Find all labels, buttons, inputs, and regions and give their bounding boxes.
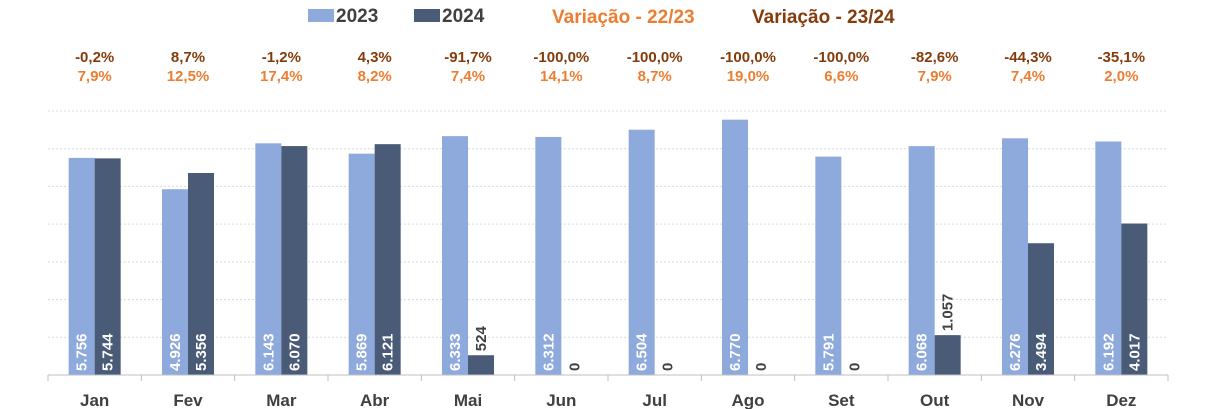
bar-2023-dez: [1095, 141, 1122, 375]
variation-22-23-label: 12,5%: [167, 68, 210, 85]
value-label-2024: 0: [753, 363, 770, 371]
legend-label-2023: 2023: [336, 6, 378, 27]
value-label-2024: 0: [660, 363, 677, 371]
variation-22-23-label: 8,7%: [638, 68, 672, 85]
value-label-2023: 5.791: [820, 333, 837, 371]
bar-2024-mai: [468, 355, 494, 375]
legend-label-2024: 2024: [442, 6, 485, 27]
variation-22-23-label: 7,4%: [1011, 68, 1045, 85]
value-label-2024: 6.070: [286, 333, 303, 371]
bar-2024-out: [934, 335, 961, 375]
legend-label-var-22-23: Variação - 22/23: [552, 7, 695, 28]
x-tick-label: Out: [920, 391, 950, 409]
x-tick-label: Ago: [731, 391, 764, 409]
x-tick-label: Nov: [1012, 391, 1045, 409]
value-label-2024: 3.494: [1033, 333, 1050, 371]
variation-23-24-label: -100,0%: [813, 49, 869, 66]
legend-label-var-23-24: Variação - 23/24: [752, 7, 895, 28]
variation-22-23-label: 7,4%: [451, 68, 485, 85]
variation-23-24-label: 4,3%: [358, 49, 392, 66]
x-tick-label: Set: [828, 391, 855, 409]
variation-23-24-label: -44,3%: [1004, 49, 1052, 66]
x-tick-label: Dez: [1106, 391, 1136, 409]
value-label-2024: 5.744: [100, 333, 117, 371]
legend-swatch-2024: [414, 9, 440, 22]
bar-2023-abr: [348, 153, 375, 375]
legend-swatch-2023: [308, 9, 334, 22]
value-label-2023: 6.068: [914, 333, 931, 371]
value-label-2023: 6.143: [260, 333, 277, 371]
bar-2023-mar: [255, 143, 282, 375]
bar-2023-nov: [1002, 138, 1028, 375]
variation-23-24-label: -1,2%: [262, 49, 301, 66]
legend: 2023 2024 Variação - 22/23 Variação - 23…: [308, 6, 895, 28]
variation-23-24-label: -35,1%: [1098, 49, 1146, 66]
variation-23-24-label: -0,2%: [75, 49, 114, 66]
x-tick-label: Mai: [454, 391, 482, 409]
x-tick-label: Jan: [80, 391, 109, 409]
variation-labels: -0,2% 7,9% 8,7% 12,5% -1,2% 17,4% 4,3% 8,2% -91,…: [75, 49, 1145, 85]
x-tick-label: Mar: [266, 391, 297, 409]
bar-2023-set: [815, 156, 842, 375]
value-label-2023: 6.312: [540, 333, 557, 371]
x-tick-label: Fev: [173, 391, 203, 409]
bar-2023-fev: [162, 189, 188, 375]
value-label-2024: 6.121: [380, 333, 397, 371]
value-label-2024: 1.057: [940, 294, 957, 332]
value-label-2023: 6.504: [634, 333, 651, 371]
bar-2024-jan: [94, 158, 121, 375]
variation-23-24-label: -100,0%: [627, 49, 683, 66]
variation-23-24-label: 8,7%: [171, 49, 205, 66]
variation-22-23-label: 8,2%: [358, 68, 392, 85]
variation-22-23-label: 7,9%: [78, 68, 112, 85]
bar-2024-fev: [188, 173, 214, 375]
variation-23-24-label: -82,6%: [911, 49, 959, 66]
x-tick-label: Abr: [360, 391, 390, 409]
value-label-2024: 5.356: [193, 333, 210, 371]
variation-23-24-label: -91,7%: [444, 49, 492, 66]
value-label-2024: 4.017: [1126, 333, 1143, 371]
variation-23-24-label: -100,0%: [720, 49, 776, 66]
bar-2023-mai: [442, 136, 468, 375]
variation-22-23-label: 7,9%: [918, 68, 952, 85]
variation-22-23-label: 19,0%: [727, 68, 770, 85]
value-label-2024: 0: [846, 363, 863, 371]
gridlines: [48, 110, 1168, 338]
value-label-2023: 5.869: [354, 333, 371, 371]
value-label-2023: 4.926: [167, 333, 184, 371]
x-tick-label: Jun: [546, 391, 576, 409]
variation-23-24-label: -100,0%: [533, 49, 589, 66]
bar-2024-mar: [281, 146, 308, 375]
value-label-2023: 5.756: [74, 333, 91, 371]
bar-2023-jul: [628, 129, 655, 375]
bar-2023-jun: [535, 136, 562, 375]
value-label-2024: 524: [473, 326, 490, 352]
value-label-2023: 6.192: [1100, 333, 1117, 371]
value-label-2024: 0: [566, 363, 583, 371]
value-label-2023: 6.333: [447, 333, 464, 371]
bar-2023-out: [908, 146, 935, 375]
x-tick-label: Jul: [642, 391, 667, 409]
bar-2024-dez: [1121, 223, 1148, 375]
x-axis: Jan Fev Mar Abr Mai Jun Jul Ago Set Out Nov Dez: [47, 374, 1169, 409]
variation-22-23-label: 6,6%: [824, 68, 858, 85]
value-label-2023: 6.770: [727, 333, 744, 371]
bar-2024-abr: [374, 144, 401, 375]
variation-22-23-label: 14,1%: [540, 68, 583, 85]
bar-2024-nov: [1028, 243, 1054, 375]
value-label-2023: 6.276: [1007, 333, 1024, 371]
variation-22-23-label: 17,4%: [260, 68, 303, 85]
variation-22-23-label: 2,0%: [1104, 68, 1138, 85]
bar-2023-ago: [722, 119, 748, 375]
bar-2023-jan: [68, 157, 95, 375]
bars: 5.756 5.744 4.926 5.356 6.143 6.070 5.869 6.121…: [68, 119, 1148, 375]
